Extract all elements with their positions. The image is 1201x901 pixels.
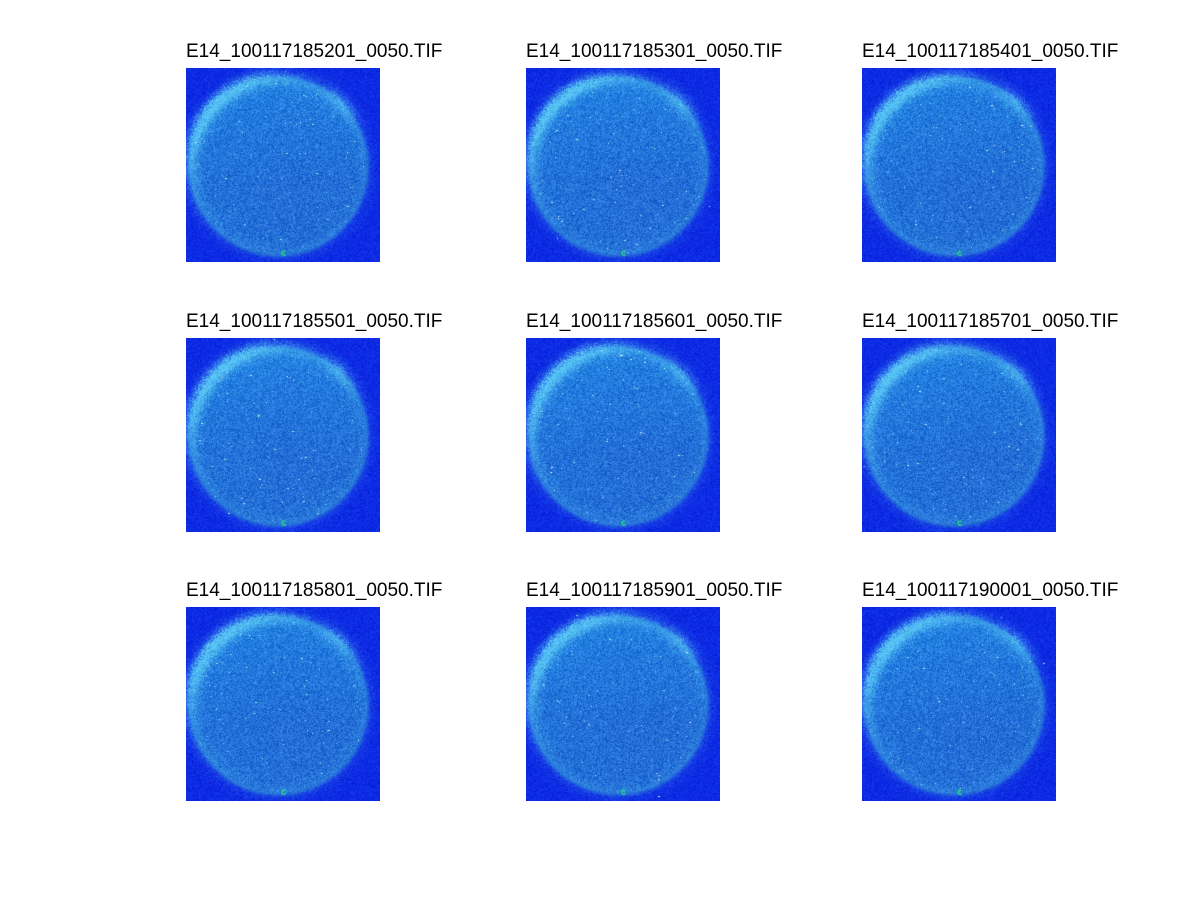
image-panel: E14_100117190001_0050.TIF	[862, 580, 1118, 801]
image-filename: E14_100117185701_0050.TIF	[862, 311, 1119, 332]
tif-image	[186, 607, 380, 801]
image-panel: E14_100117185201_0050.TIF	[186, 41, 442, 262]
tif-image	[862, 607, 1056, 801]
tif-image	[526, 68, 720, 262]
tif-image	[526, 338, 720, 532]
image-filename: E14_100117185901_0050.TIF	[526, 580, 783, 601]
tif-image	[862, 338, 1056, 532]
image-filename: E14_100117185801_0050.TIF	[186, 580, 443, 601]
tif-image	[526, 607, 720, 801]
image-filename: E14_100117185401_0050.TIF	[862, 41, 1119, 62]
tif-image	[186, 68, 380, 262]
image-filename: E14_100117185501_0050.TIF	[186, 311, 443, 332]
image-filename: E14_100117185201_0050.TIF	[186, 41, 443, 62]
image-panel: E14_100117185701_0050.TIF	[862, 311, 1118, 532]
image-panel: E14_100117185801_0050.TIF	[186, 580, 442, 801]
image-filename: E14_100117185601_0050.TIF	[526, 311, 783, 332]
image-panel: E14_100117185401_0050.TIF	[862, 41, 1118, 262]
image-panel: E14_100117185601_0050.TIF	[526, 311, 782, 532]
image-panel: E14_100117185501_0050.TIF	[186, 311, 442, 532]
image-panel: E14_100117185901_0050.TIF	[526, 580, 782, 801]
image-panel: E14_100117185301_0050.TIF	[526, 41, 782, 262]
image-filename: E14_100117185301_0050.TIF	[526, 41, 783, 62]
tif-image	[186, 338, 380, 532]
tif-image	[862, 68, 1056, 262]
image-filename: E14_100117190001_0050.TIF	[862, 580, 1119, 601]
